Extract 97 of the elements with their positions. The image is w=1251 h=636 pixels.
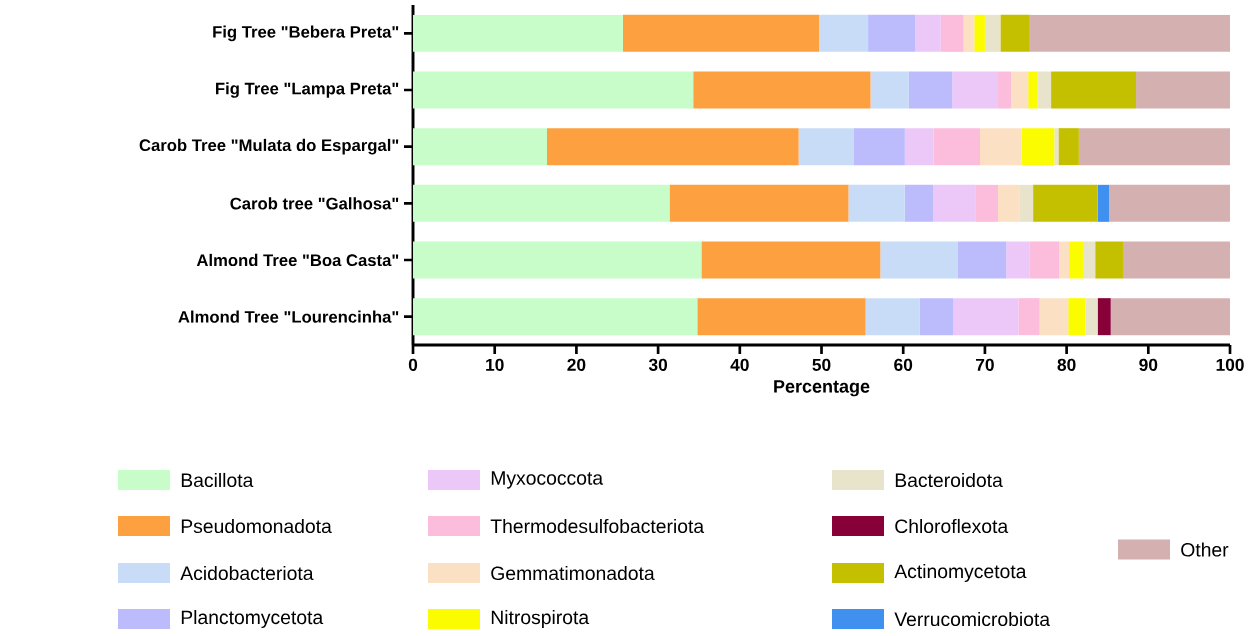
bar bbox=[413, 298, 698, 336]
bar bbox=[933, 128, 981, 166]
x-tick-label: 0 bbox=[408, 358, 418, 371]
y-tick-label: Fig Tree "Lampa Preta" bbox=[216, 82, 399, 98]
x-tick-label: 50 bbox=[812, 358, 831, 371]
bar bbox=[963, 14, 975, 52]
bar bbox=[1122, 241, 1231, 279]
legend-label: Chloroflexota bbox=[895, 518, 1009, 534]
bar bbox=[1029, 241, 1060, 279]
x-tick-label: 70 bbox=[976, 358, 994, 371]
bar bbox=[546, 128, 799, 166]
x-tick-label: 80 bbox=[1057, 358, 1076, 371]
bar bbox=[1058, 128, 1079, 166]
y-tick-label: Carob Tree "Mulata do Espargal" bbox=[139, 138, 399, 155]
bar bbox=[622, 14, 820, 52]
y-tick-label: Fig Tree "Bebera Preta" bbox=[213, 25, 399, 42]
bar bbox=[1051, 71, 1137, 109]
bar bbox=[904, 184, 934, 222]
bar bbox=[1033, 184, 1098, 222]
bar bbox=[940, 14, 964, 52]
bar bbox=[1018, 298, 1040, 336]
legend-label: Gemmatimonadota bbox=[491, 565, 655, 581]
bar bbox=[848, 184, 905, 222]
bar bbox=[701, 241, 881, 279]
bar bbox=[1082, 241, 1096, 279]
bar bbox=[819, 14, 869, 52]
bar bbox=[669, 184, 849, 222]
bar bbox=[693, 71, 871, 109]
bar bbox=[1085, 298, 1098, 336]
legend-label: Thermodesulfobacteriota bbox=[490, 518, 705, 534]
bar bbox=[975, 184, 998, 222]
legend-label: Acidobacteriota bbox=[180, 565, 314, 581]
x-axis-title: Percentage bbox=[774, 380, 870, 397]
bar bbox=[865, 298, 920, 336]
legend-label: Actinomycetota bbox=[894, 564, 1027, 583]
legend-label: Pseudomonadota bbox=[181, 518, 332, 534]
bar bbox=[413, 184, 670, 222]
bar bbox=[984, 14, 1001, 52]
bar bbox=[798, 128, 854, 166]
legend-label: Myxococcota bbox=[491, 471, 604, 489]
bar bbox=[1000, 14, 1030, 52]
legend-label: Other bbox=[1181, 542, 1229, 557]
x-tick-label: 20 bbox=[567, 358, 586, 371]
bar bbox=[413, 14, 623, 52]
bar bbox=[870, 71, 909, 109]
bar bbox=[1029, 14, 1231, 52]
bar bbox=[952, 71, 998, 109]
bar bbox=[997, 71, 1012, 109]
bar bbox=[919, 298, 954, 336]
bar bbox=[974, 14, 985, 52]
bar bbox=[1069, 241, 1083, 279]
bar bbox=[413, 128, 547, 166]
bar bbox=[1039, 298, 1069, 336]
x-tick-label: 60 bbox=[894, 358, 913, 371]
bar bbox=[1054, 128, 1059, 166]
x-tick-label: 10 bbox=[486, 358, 504, 371]
bar bbox=[1110, 298, 1231, 336]
bar bbox=[1078, 128, 1231, 166]
bar bbox=[413, 71, 694, 109]
legend-label: Planctomycetota bbox=[181, 610, 324, 629]
x-tick-label: 90 bbox=[1139, 358, 1158, 371]
y-tick-label: Carob tree "Galhosa" bbox=[230, 197, 399, 210]
bar bbox=[853, 128, 905, 166]
bar bbox=[1097, 184, 1110, 222]
bar bbox=[957, 241, 1007, 279]
bar bbox=[933, 184, 976, 222]
bar bbox=[1037, 71, 1052, 109]
bar bbox=[697, 298, 866, 336]
bar bbox=[1097, 298, 1111, 336]
bar bbox=[1095, 241, 1123, 279]
bar bbox=[953, 298, 1019, 336]
x-tick-label: 30 bbox=[648, 358, 668, 371]
bar bbox=[1028, 71, 1038, 109]
bar bbox=[1136, 71, 1231, 109]
bar bbox=[868, 14, 916, 52]
bar bbox=[904, 128, 934, 166]
bar bbox=[1109, 184, 1231, 222]
legend-label: Verrucomicrobiota bbox=[894, 611, 1051, 627]
legend-label: Bacillota bbox=[181, 472, 254, 488]
bar bbox=[997, 184, 1020, 222]
bar bbox=[1019, 184, 1034, 222]
bar bbox=[980, 128, 1022, 166]
y-tick-label: Almond Tree "Boa Casta" bbox=[196, 253, 399, 267]
legend-label: Bacteroidota bbox=[895, 472, 1003, 488]
bar bbox=[1059, 241, 1070, 279]
bar bbox=[1006, 241, 1030, 279]
bar bbox=[915, 14, 941, 52]
x-tick-label: 40 bbox=[730, 358, 749, 371]
y-tick-label: Almond Tree "Lourencinha" bbox=[178, 310, 399, 323]
bar bbox=[908, 71, 953, 109]
legend-label: Nitrospirota bbox=[491, 610, 590, 629]
x-tick-label: 100 bbox=[1216, 358, 1244, 371]
bar bbox=[1068, 298, 1086, 336]
bar bbox=[880, 241, 958, 279]
bar bbox=[1021, 128, 1055, 166]
bar bbox=[413, 241, 702, 279]
bar bbox=[1011, 71, 1029, 109]
